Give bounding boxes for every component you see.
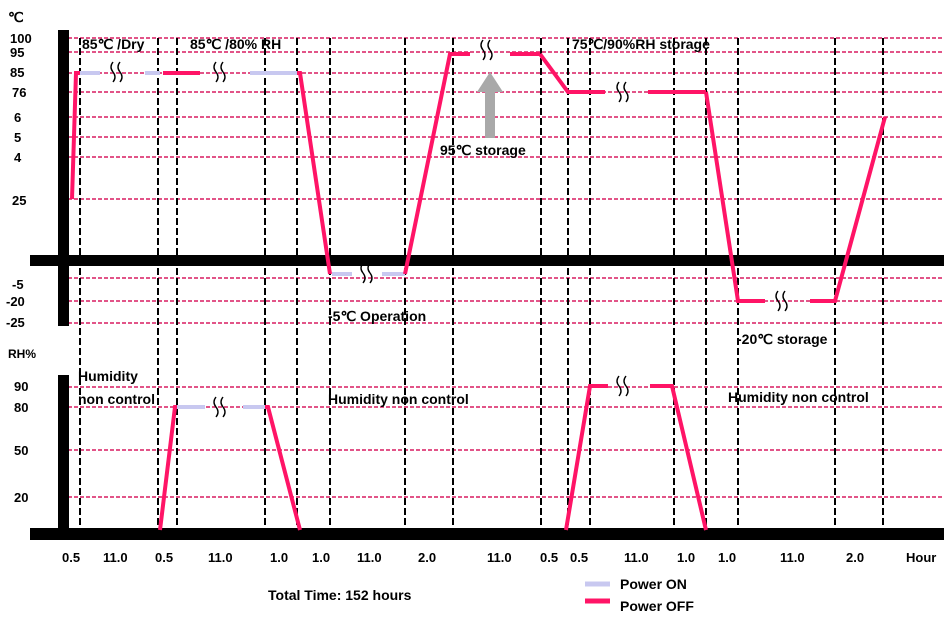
time-axis-unit: Hour [906, 550, 936, 565]
temp-tick-label: -25 [6, 315, 25, 330]
phase-dividers [79, 38, 884, 540]
temp-tick-label: 100 [10, 31, 32, 46]
time-label: 11.0 [624, 550, 649, 565]
temp-tick-label: 25 [12, 193, 26, 208]
time-label: 0.5 [62, 550, 80, 565]
steam-wave-icon [360, 262, 373, 284]
rh-tick-label: 50 [14, 443, 28, 458]
humidity-y-axis [58, 375, 69, 540]
time-label: 11.0 [487, 550, 512, 565]
temp-ramp-down [297, 71, 332, 275]
time-label: 0.5 [155, 550, 173, 565]
annotation-humidity-3: Humidity non control [728, 389, 869, 405]
rh-tick-label: 90 [14, 379, 28, 394]
steam-wave-icon [213, 396, 226, 418]
time-label: 2.0 [846, 550, 864, 565]
time-label: 11.0 [357, 550, 382, 565]
steam-wave-icon [616, 375, 629, 397]
steam-icons [110, 39, 788, 418]
time-label: 11.0 [208, 550, 233, 565]
temp-tick-label: 85 [10, 65, 24, 80]
annotation-storage-minus20: -20℃ storage [737, 331, 828, 347]
steam-wave-icon [480, 39, 493, 61]
annotation-rh: 85℃ /80% RH [190, 36, 281, 52]
annotation-dry: 85℃ /Dry [82, 36, 145, 52]
annotation-humidity-2: Humidity non control [328, 391, 469, 407]
time-label: 2.0 [418, 550, 436, 565]
steam-wave-icon [775, 290, 788, 312]
annotation-operation: -5℃ Operation [328, 308, 426, 324]
temperature-gridlines [68, 37, 944, 324]
time-label: 1.0 [270, 550, 288, 565]
time-axis [30, 528, 944, 540]
temp-ramp-up [70, 71, 80, 200]
legend-power-on-label: Power ON [620, 576, 687, 592]
legend-power-off-label: Power OFF [620, 598, 694, 614]
temperature-unit-label: ℃ [8, 9, 24, 25]
temp-tick-label: -5 [12, 277, 24, 292]
temp-tick-label: 95 [10, 45, 24, 60]
time-label: 1.0 [718, 550, 736, 565]
time-label: 0.5 [540, 550, 558, 565]
up-arrow-icon [477, 72, 503, 138]
temp-ramp-down-2 [704, 91, 765, 303]
steam-wave-icon [213, 61, 226, 83]
annotation-humidity-1a: Humidity [78, 368, 138, 384]
temp-tick-label: -20 [6, 294, 25, 309]
temperature-profile [70, 52, 887, 303]
temp-step-down [538, 52, 605, 94]
rh-ramp-up [158, 405, 177, 531]
time-label: 1.0 [677, 550, 695, 565]
annotation-storage-95: 95℃ storage [440, 142, 526, 158]
humidity-profile [158, 384, 708, 531]
steam-wave-icon [616, 81, 629, 103]
temp-tick-label: 4 [14, 150, 22, 165]
legend: Power ON Power OFF [585, 576, 694, 614]
temp-tick-label: 76 [12, 85, 26, 100]
rh-tick-label: 20 [14, 490, 28, 505]
temp-tick-label: 5 [14, 130, 21, 145]
rh-ramp-up-2 [564, 384, 608, 531]
temperature-y-axis [58, 30, 69, 326]
time-label: 1.0 [312, 550, 330, 565]
steam-wave-icon [110, 61, 123, 83]
total-time: Total Time: 152 hours [268, 587, 412, 603]
temperature-zero-axis [30, 255, 944, 266]
rh-ramp-down-2 [650, 384, 708, 531]
rh-ramp-down [265, 405, 302, 531]
annotation-storage-75: 75℃/90%RH storage [572, 36, 710, 52]
temp-ramp-up-storage [403, 52, 470, 275]
time-label: 0.5 [570, 550, 588, 565]
annotation-humidity-1b: non control [78, 391, 155, 407]
time-label: 11.0 [103, 550, 128, 565]
temp-ramp-up-2 [810, 116, 887, 303]
rh-tick-label: 80 [14, 400, 28, 415]
time-label: 11.0 [780, 550, 805, 565]
time-axis-labels: 0.5 11.0 0.5 11.0 1.0 1.0 11.0 2.0 11.0 … [62, 550, 936, 565]
temp-tick-label: 6 [14, 110, 21, 125]
humidity-gridlines [68, 386, 944, 498]
axes [30, 30, 944, 540]
humidity-unit-label: RH% [8, 347, 36, 361]
